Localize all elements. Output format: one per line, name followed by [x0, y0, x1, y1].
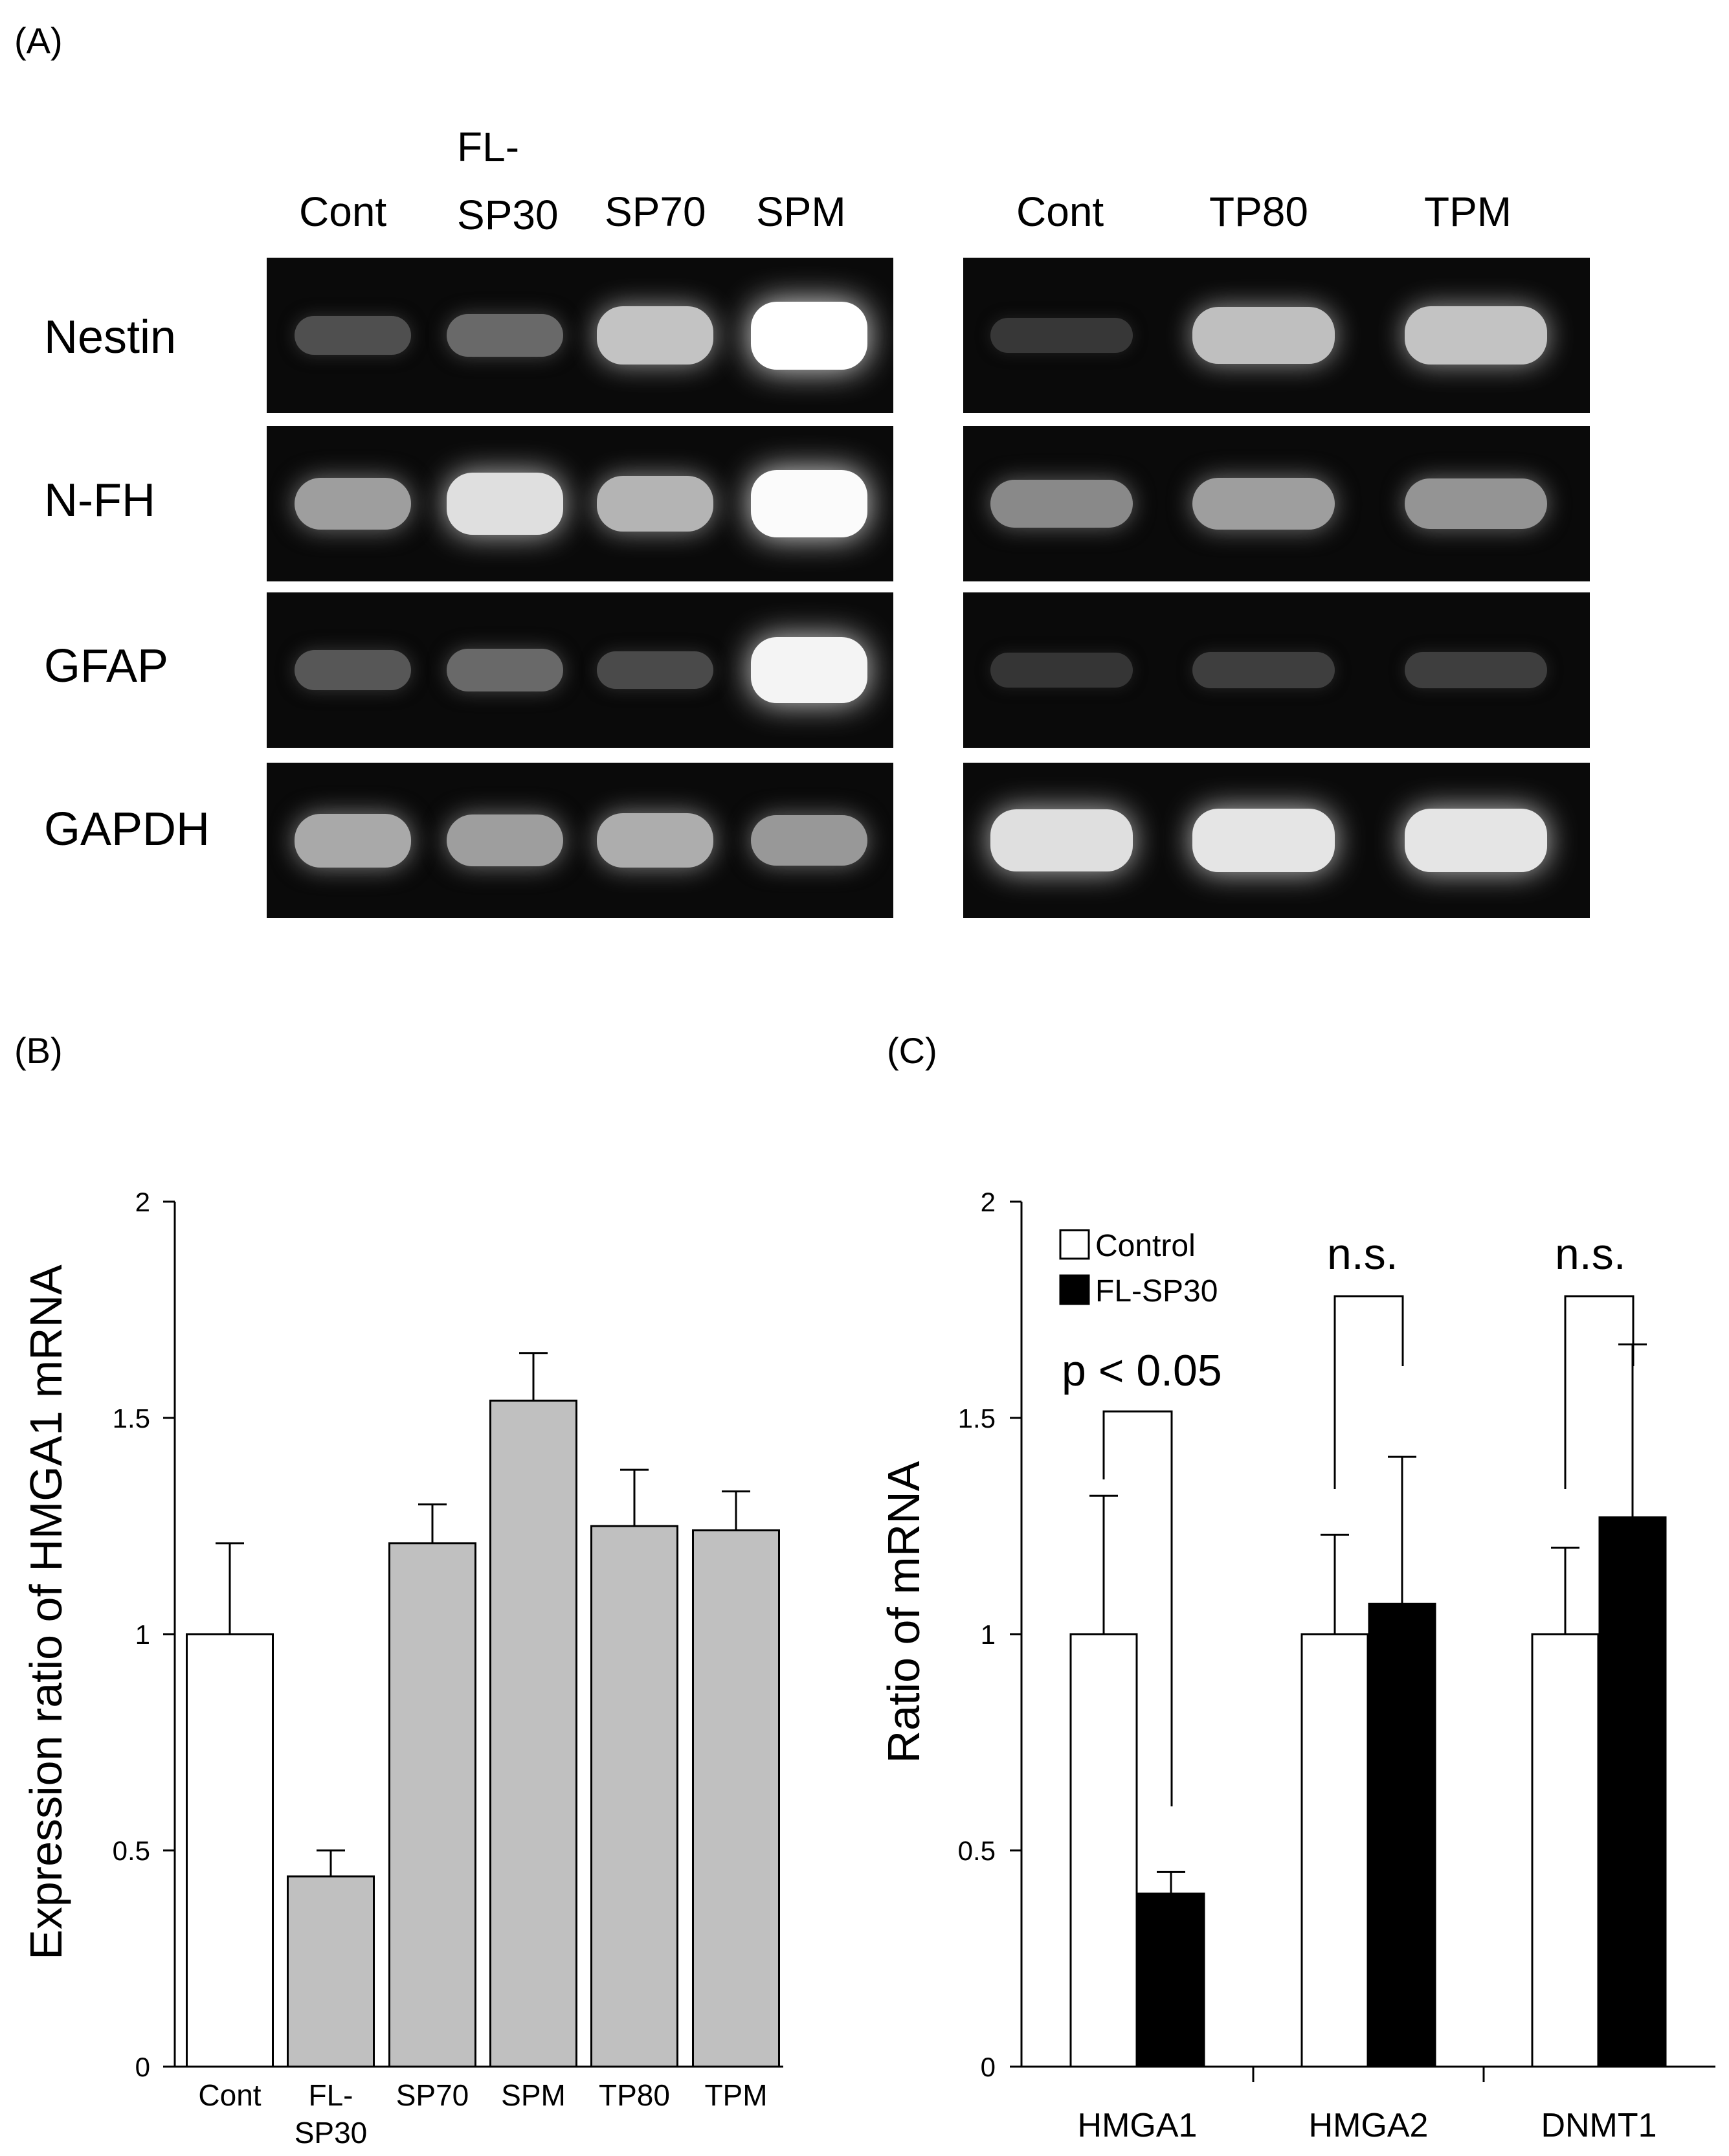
gel-band: [597, 651, 713, 690]
row-label-gapdh: GAPDH: [44, 803, 210, 855]
gel-band: [1405, 808, 1547, 873]
gel-band: [295, 813, 411, 868]
chart-c-y-tick-label: 0.5: [958, 1836, 996, 1866]
x-tick-label: SPM: [501, 2078, 566, 2112]
bar-fl-sp30-hmga2: [1368, 1602, 1436, 2068]
chart-b: Expression ratio of HMGA1 mRNA 0 0.5 1 1.5 2…: [21, 1187, 783, 2150]
gel-band: [597, 476, 713, 532]
gel-band: [597, 306, 713, 365]
bar-fl-sp30: [287, 1875, 375, 2068]
gel-right-nestin: [963, 258, 1590, 413]
chart-b-y-tick-label: 0.5: [113, 1836, 150, 1866]
gel-right-nfh: [963, 426, 1590, 581]
gel-band: [447, 814, 563, 867]
x-tick-label: DNMT1: [1541, 2107, 1656, 2144]
gel-band: [447, 313, 563, 357]
gel-band: [447, 648, 563, 692]
row-label-nestin: Nestin: [44, 311, 177, 363]
chart-b-y-tick-label: 2: [135, 1187, 150, 1217]
panel-label-b: (B): [14, 1030, 63, 1071]
significance-bracket-hmga2: [1333, 1295, 1404, 1489]
lane-label-fl: FL-: [457, 124, 519, 170]
legend-swatch-control: [1059, 1229, 1090, 1260]
annotation-hmga2: n.s.: [1327, 1230, 1398, 1279]
annotation-hmga1: p < 0.05: [1062, 1346, 1222, 1395]
gel-band: [295, 477, 411, 530]
chart-c-y-tick-label: 2: [981, 1187, 996, 1217]
bar-sp70: [388, 1542, 476, 2068]
bar-spm: [489, 1399, 577, 2068]
x-tick-label: HMGA1: [1078, 2107, 1198, 2144]
gel-band: [990, 809, 1133, 872]
gel-band: [1405, 478, 1547, 529]
gel-right-gapdh: [963, 763, 1590, 918]
lane-label-sp30: SP30: [457, 192, 559, 238]
chart-c-y-tick-label: 0: [981, 2052, 996, 2082]
gel-band: [1405, 652, 1547, 688]
gel-band: [295, 316, 411, 355]
row-label-nfh: N-FH: [44, 475, 155, 526]
chart-c: Ratio of mRNA p < 0.05 n.s. n.s. Control…: [878, 1187, 1715, 2144]
gel-band: [751, 636, 867, 704]
x-tick-label: HMGA2: [1309, 2107, 1429, 2144]
chart-c-y-tick-label: 1: [981, 1619, 996, 1650]
significance-bracket-hmga1: [1102, 1410, 1173, 1806]
lane-label-cont-right: Cont: [1016, 188, 1104, 235]
bar-tpm: [692, 1529, 780, 2068]
chart-c-ylabel: Ratio of mRNA: [878, 1461, 929, 1763]
x-tick-label: SP70: [396, 2078, 469, 2112]
bar-control-hmga2: [1300, 1633, 1369, 2068]
row-label-gfap: GFAP: [44, 640, 169, 692]
gel-band: [1192, 652, 1335, 688]
legend-swatch-fl-sp30: [1059, 1274, 1090, 1305]
legend-label-fl-sp30: FL-SP30: [1095, 1274, 1218, 1308]
gel-band: [447, 472, 563, 535]
gel-band: [751, 301, 867, 370]
bar-fl-sp30-hmga1: [1137, 1892, 1205, 2068]
x-tick-label: TPM: [704, 2078, 767, 2112]
gel-band: [1192, 477, 1335, 530]
x-tick-label: TP80: [599, 2078, 670, 2112]
gel-left-gfap: [267, 592, 893, 748]
lane-label-cont-left: Cont: [299, 188, 387, 235]
chart-b-y-tick-label: 1: [135, 1619, 150, 1650]
chart-b-ylabel: Expression ratio of HMGA1 mRNA: [21, 1264, 71, 1960]
gel-right-gfap: [963, 592, 1590, 748]
gel-band: [597, 813, 713, 868]
panel-label-c: (C): [887, 1030, 937, 1071]
chart-c-y-tick-label: 1.5: [958, 1403, 996, 1433]
annotation-dnmt1: n.s.: [1555, 1230, 1626, 1279]
lane-label-tpm: TPM: [1424, 188, 1512, 235]
gel-left-gapdh: [267, 763, 893, 918]
bar-control-hmga1: [1069, 1633, 1138, 2068]
bar-fl-sp30-dnmt1: [1598, 1516, 1667, 2068]
bar-tp80: [590, 1525, 678, 2068]
chart-b-y-tick-label: 0: [135, 2052, 150, 2082]
panel-label-a: (A): [14, 20, 63, 61]
gel-band: [751, 470, 867, 537]
gel-band: [1192, 306, 1335, 365]
x-tick-label: FL-: [309, 2078, 353, 2112]
gel-band: [1192, 808, 1335, 873]
gel-band: [990, 653, 1133, 688]
chart-b-y-tick-label: 1.5: [113, 1403, 150, 1433]
gel-band: [990, 479, 1133, 528]
lane-label-spm: SPM: [756, 188, 846, 235]
gel-band: [1405, 306, 1547, 365]
legend-label-control: Control: [1095, 1229, 1196, 1263]
gel-left-nfh: [267, 426, 893, 581]
gel-left-nestin: [267, 258, 893, 413]
lane-label-tp80: TP80: [1209, 188, 1308, 235]
x-tick-label: Cont: [198, 2078, 261, 2112]
gel-band: [295, 649, 411, 691]
gel-band: [990, 318, 1133, 353]
gel-band: [751, 814, 867, 866]
bar-cont: [186, 1633, 274, 2068]
bar-control-dnmt1: [1531, 1633, 1600, 2068]
lane-label-sp70: SP70: [605, 188, 706, 235]
significance-bracket-dnmt1: [1564, 1295, 1634, 1489]
x-tick-label: SP30: [295, 2116, 368, 2150]
